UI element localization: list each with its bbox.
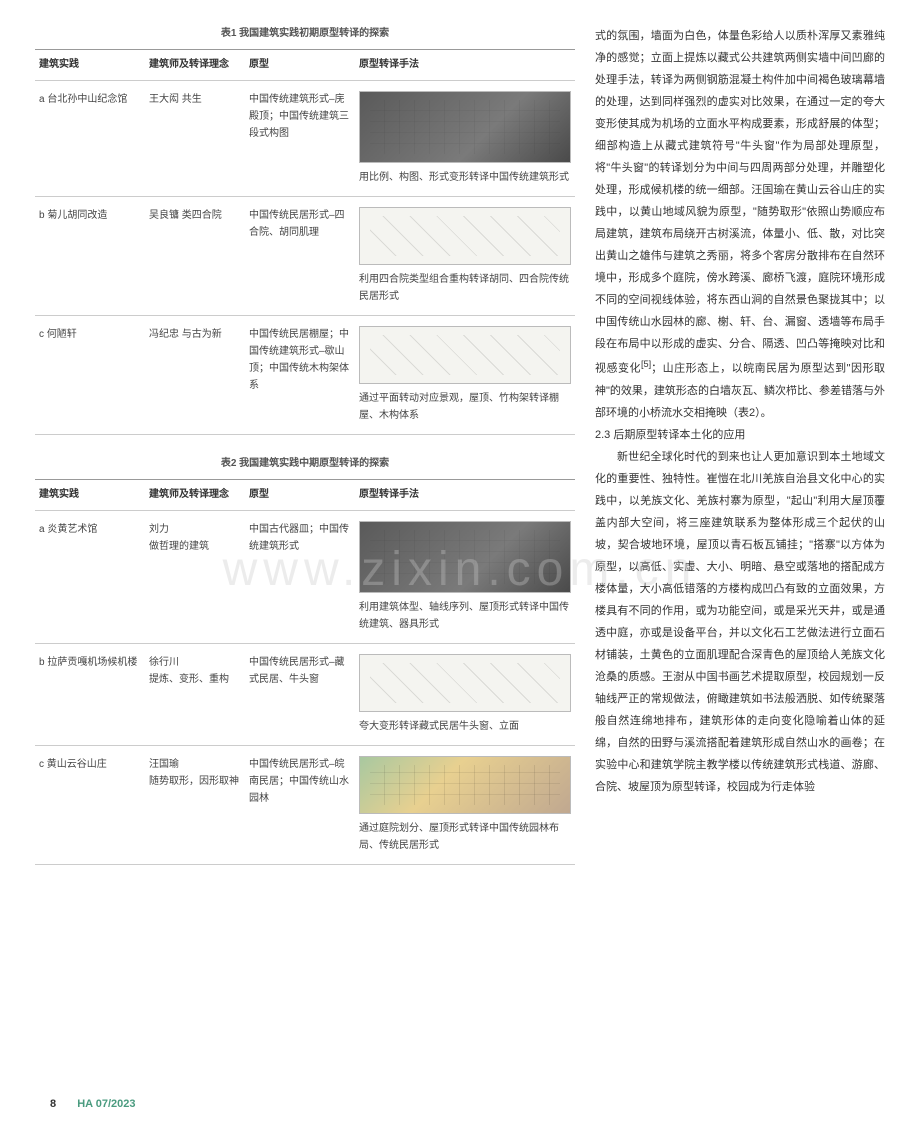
cell-method: 利用建筑体型、轴线序列、屋顶形式转译中国传统建筑、器具形式 (355, 511, 575, 644)
cell-designer: 徐行川 提炼、变形、重构 (145, 644, 245, 746)
th-practice: 建筑实践 (35, 480, 145, 511)
body-paragraph: 新世纪全球化时代的到来也让人更加意识到本土地域文化的重要性、独特性。崔愷在北川羌… (595, 446, 885, 798)
page-number: 8 (50, 1098, 56, 1110)
cell-practice: a 台北孙中山纪念馆 (35, 81, 145, 197)
table-row: b 拉萨贡嘎机场候机楼 徐行川 提炼、变形、重构 中国传统民居形式–藏式民居、牛… (35, 644, 575, 746)
cell-designer: 汪国瑜 随势取形，因形取神 (145, 746, 245, 865)
table2: 建筑实践 建筑师及转译理念 原型 原型转译手法 a 炎黄艺术馆 刘力 做哲理的建… (35, 479, 575, 865)
table-row: a 台北孙中山纪念馆 王大闳 共生 中国传统建筑形式–庑殿顶；中国传统建筑三段式… (35, 81, 575, 197)
th-proto: 原型 (245, 480, 355, 511)
cell-proto: 中国传统民居形式–四合院、胡同肌理 (245, 197, 355, 316)
cell-practice: a 炎黄艺术馆 (35, 511, 145, 644)
body-text text: 式的氛围，墙面为白色，体量色彩给人以质朴浑厚又素雅纯净的感觉；立面上提炼以藏式公… (595, 30, 885, 375)
th-proto: 原型 (245, 50, 355, 81)
cell-method: 用比例、构图、形式变形转译中国传统建筑形式 (355, 81, 575, 197)
figure-image (359, 654, 571, 712)
cell-method: 通过平面转动对应景观，屋顶、竹构架转译棚屋、木构体系 (355, 316, 575, 435)
cell-practice: c 何陋轩 (35, 316, 145, 435)
right-column: 式的氛围，墙面为白色，体量色彩给人以质朴浑厚又素雅纯净的感觉；立面上提炼以藏式公… (595, 25, 885, 885)
table1: 建筑实践 建筑师及转译理念 原型 原型转译手法 a 台北孙中山纪念馆 王大闳 共… (35, 49, 575, 435)
citation-ref: [5] (641, 359, 651, 369)
cell-method: 利用四合院类型组合重构转译胡同、四合院传统民居形式 (355, 197, 575, 316)
table1-title: 表1 我国建筑实践初期原型转译的探索 (35, 25, 575, 43)
cell-designer: 吴良镛 类四合院 (145, 197, 245, 316)
cell-method: 通过庭院划分、屋顶形式转译中国传统园林布局、传统民居形式 (355, 746, 575, 865)
cell-proto: 中国古代器皿；中国传统建筑形式 (245, 511, 355, 644)
th-practice: 建筑实践 (35, 50, 145, 81)
left-column: 表1 我国建筑实践初期原型转译的探索 建筑实践 建筑师及转译理念 原型 原型转译… (35, 25, 575, 885)
th-designer: 建筑师及转译理念 (145, 50, 245, 81)
table-row: c 黄山云谷山庄 汪国瑜 随势取形，因形取神 中国传统民居形式–皖南民居；中国传… (35, 746, 575, 865)
body-paragraph: 式的氛围，墙面为白色，体量色彩给人以质朴浑厚又素雅纯净的感觉；立面上提炼以藏式公… (595, 25, 885, 424)
cell-proto: 中国传统民居形式–藏式民居、牛头窗 (245, 644, 355, 746)
method-text: 夸大变形转译藏式民居牛头窗、立面 (359, 718, 571, 735)
table2-title: 表2 我国建筑实践中期原型转译的探索 (35, 455, 575, 473)
method-text: 通过庭院划分、屋顶形式转译中国传统园林布局、传统民居形式 (359, 820, 571, 854)
issue-label: HA 07/2023 (77, 1098, 135, 1110)
cell-designer: 王大闳 共生 (145, 81, 245, 197)
table-row: a 炎黄艺术馆 刘力 做哲理的建筑 中国古代器皿；中国传统建筑形式 利用建筑体型… (35, 511, 575, 644)
section-heading: 2.3 后期原型转译本土化的应用 (595, 424, 885, 446)
cell-practice: b 菊儿胡同改造 (35, 197, 145, 316)
cell-proto: 中国传统建筑形式–庑殿顶；中国传统建筑三段式构图 (245, 81, 355, 197)
method-text: 通过平面转动对应景观，屋顶、竹构架转译棚屋、木构体系 (359, 390, 571, 424)
figure-image (359, 207, 571, 265)
th-method: 原型转译手法 (355, 480, 575, 511)
cell-practice: b 拉萨贡嘎机场候机楼 (35, 644, 145, 746)
th-designer: 建筑师及转译理念 (145, 480, 245, 511)
cell-proto: 中国传统民居棚屋；中国传统建筑形式–歇山顶；中国传统木构架体系 (245, 316, 355, 435)
cell-proto: 中国传统民居形式–皖南民居；中国传统山水园林 (245, 746, 355, 865)
figure-image (359, 756, 571, 814)
content-wrap: 表1 我国建筑实践初期原型转译的探索 建筑实践 建筑师及转译理念 原型 原型转译… (35, 25, 885, 885)
cell-designer: 刘力 做哲理的建筑 (145, 511, 245, 644)
cell-method: 夸大变形转译藏式民居牛头窗、立面 (355, 644, 575, 746)
method-text: 利用四合院类型组合重构转译胡同、四合院传统民居形式 (359, 271, 571, 305)
figure-image (359, 326, 571, 384)
cell-practice: c 黄山云谷山庄 (35, 746, 145, 865)
figure-image (359, 521, 571, 593)
page-footer: 8 HA 07/2023 (50, 1095, 136, 1115)
method-text: 用比例、构图、形式变形转译中国传统建筑形式 (359, 169, 571, 186)
figure-image (359, 91, 571, 163)
table-row: c 何陋轩 冯纪忠 与古为新 中国传统民居棚屋；中国传统建筑形式–歇山顶；中国传… (35, 316, 575, 435)
cell-designer: 冯纪忠 与古为新 (145, 316, 245, 435)
method-text: 利用建筑体型、轴线序列、屋顶形式转译中国传统建筑、器具形式 (359, 599, 571, 633)
th-method: 原型转译手法 (355, 50, 575, 81)
table-row: b 菊儿胡同改造 吴良镛 类四合院 中国传统民居形式–四合院、胡同肌理 利用四合… (35, 197, 575, 316)
